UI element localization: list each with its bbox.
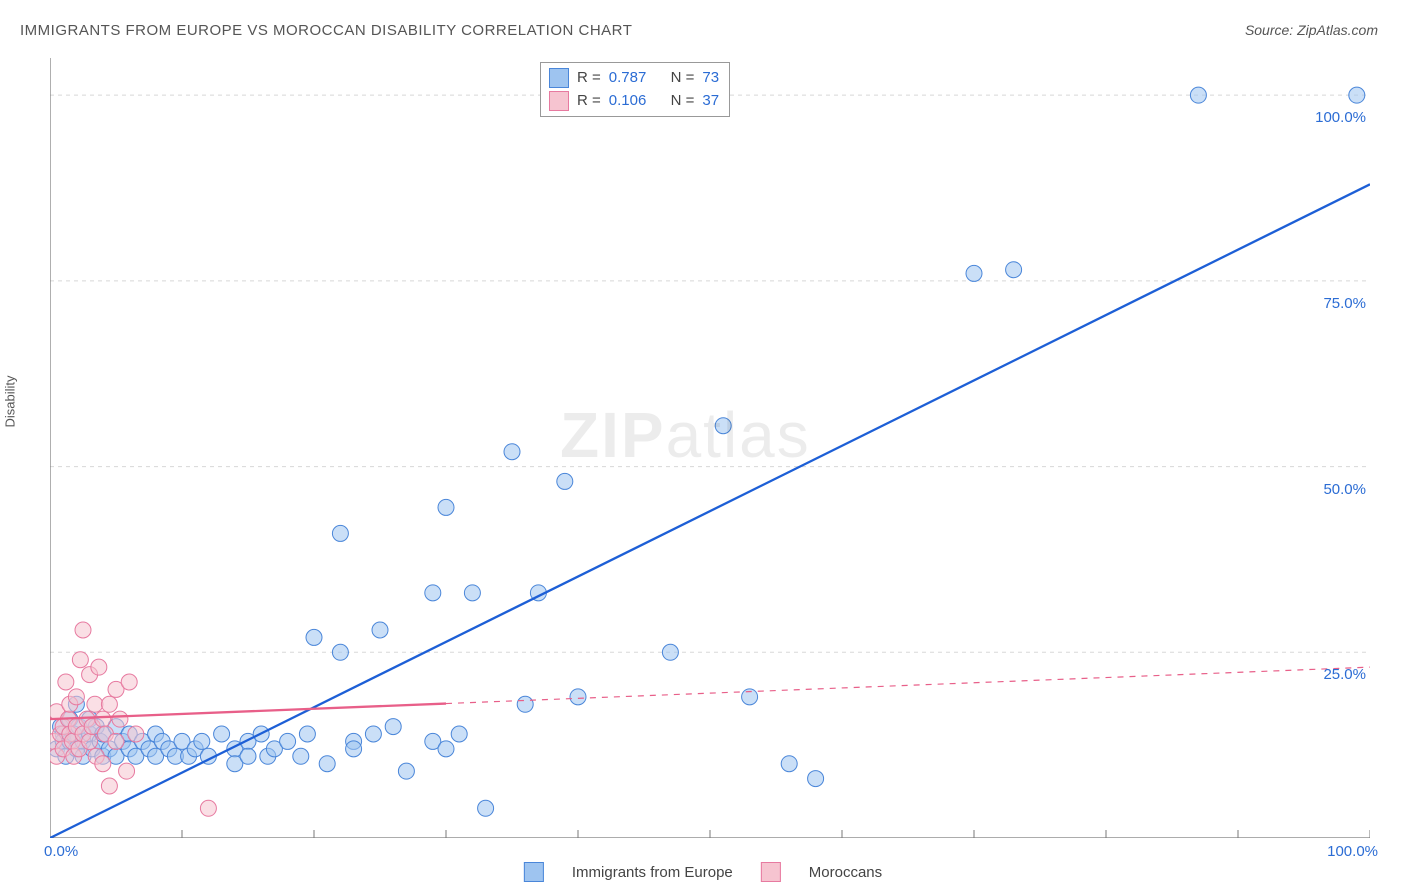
stats-legend-row: R = 0.787 N = 73 — [549, 67, 719, 90]
legend-label: Immigrants from Europe — [572, 864, 733, 881]
stats-legend: R = 0.787 N = 73 R = 0.106 N = 37 — [540, 62, 730, 117]
legend-label: Moroccans — [809, 864, 882, 881]
n-value: 37 — [702, 90, 719, 113]
scatter-chart-svg — [50, 58, 1370, 838]
y-axis-label: Disability — [3, 375, 18, 427]
n-label: N = — [671, 90, 695, 113]
source-attribution: Source: ZipAtlas.com — [1245, 22, 1378, 38]
swatch-blue — [524, 862, 544, 882]
y-tick-label: 25.0% — [1323, 666, 1366, 683]
series-legend: Immigrants from Europe Moroccans — [524, 862, 882, 882]
r-value: 0.106 — [609, 90, 647, 113]
swatch-blue — [549, 68, 569, 88]
y-tick-label: 75.0% — [1323, 295, 1366, 312]
swatch-pink — [761, 862, 781, 882]
n-label: N = — [671, 67, 695, 90]
n-value: 73 — [702, 67, 719, 90]
x-tick-label-max: 100.0% — [1327, 843, 1378, 860]
x-tick-label-min: 0.0% — [44, 843, 78, 860]
chart-title: IMMIGRANTS FROM EUROPE VS MOROCCAN DISAB… — [20, 22, 632, 39]
y-tick-label: 100.0% — [1315, 109, 1366, 126]
plot-area: ZIPatlas R = 0.787 N = 73 R = 0.106 N = … — [50, 58, 1370, 838]
r-value: 0.787 — [609, 67, 647, 90]
r-label: R = — [577, 90, 601, 113]
r-label: R = — [577, 67, 601, 90]
y-tick-label: 50.0% — [1323, 481, 1366, 498]
swatch-pink — [549, 91, 569, 111]
stats-legend-row: R = 0.106 N = 37 — [549, 90, 719, 113]
